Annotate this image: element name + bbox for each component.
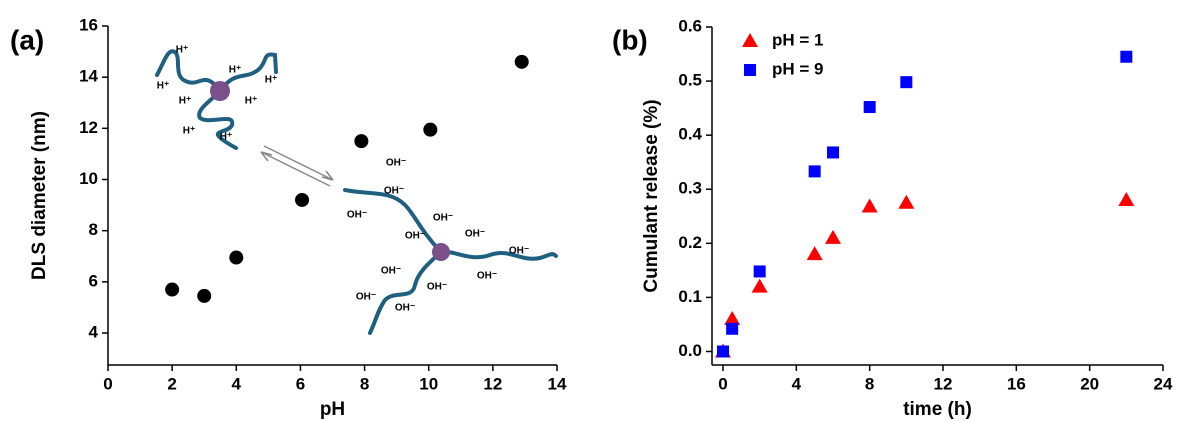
inset-label: OH⁻ (381, 266, 401, 277)
base-core (432, 243, 450, 261)
data-point (751, 278, 768, 293)
data-point (724, 311, 741, 326)
x-tick-label: 2 (167, 374, 176, 393)
legend-marker (744, 64, 756, 76)
y-tick-label: 0.4 (678, 125, 702, 144)
data-point (900, 76, 913, 89)
inset-label: OH⁻ (405, 231, 425, 242)
data-point (423, 122, 438, 137)
x-tick-label: 20 (1080, 374, 1099, 393)
x-axis-label: time (h) (903, 399, 972, 420)
inset-label: H⁺ (220, 132, 233, 143)
x-tick-label: 8 (360, 374, 369, 393)
data-point (827, 146, 839, 159)
y-tick-label: 0.6 (678, 16, 702, 35)
y-tick-label: 14 (79, 67, 98, 86)
inset-label: H⁺ (183, 126, 196, 137)
data-point (1118, 192, 1135, 207)
y-tick-label: 0.0 (678, 341, 702, 360)
data-point (717, 345, 729, 358)
inset-label: OH⁻ (384, 186, 404, 197)
inset-label: OH⁻ (356, 292, 376, 303)
arrow (263, 145, 334, 181)
inset-label: OH⁻ (509, 246, 529, 257)
data-point (354, 134, 369, 149)
x-tick-label: 16 (1007, 374, 1026, 393)
inset-label: H⁺ (157, 81, 170, 92)
acid-polymer (155, 49, 278, 150)
inset-label: H⁺ (265, 75, 278, 86)
legend-marker (742, 33, 758, 47)
data-point (863, 101, 876, 114)
y-tick-label: 4 (89, 323, 99, 342)
y-tick-label: 0.3 (678, 179, 702, 198)
data-point (197, 288, 212, 303)
inset-label: H⁺ (179, 96, 192, 107)
inset-label: OH⁻ (347, 210, 367, 221)
acid-core (210, 81, 230, 101)
data-point (861, 198, 878, 213)
x-tick-label: 0 (103, 374, 112, 393)
data-point (1120, 50, 1133, 63)
x-tick-label: 12 (934, 374, 953, 393)
data-point (165, 282, 180, 297)
y-tick-label: 16 (79, 15, 98, 34)
inset-label: H⁺ (229, 65, 242, 76)
y-axis-label: DLS diameter (nm) (29, 111, 50, 280)
inset-label: OH⁻ (395, 303, 415, 314)
inset-label: OH⁻ (427, 282, 447, 293)
x-tick-label: 10 (419, 374, 438, 393)
inset-label: OH⁻ (465, 229, 485, 240)
inset-label: H⁺ (245, 96, 258, 107)
y-tick-label: 0.2 (678, 233, 702, 252)
legend-label: pH = 9 (772, 59, 824, 78)
inset-label: OH⁻ (386, 158, 406, 169)
x-tick-label: 14 (548, 374, 567, 393)
data-point (514, 54, 529, 69)
x-tick-label: 8 (865, 374, 874, 393)
y-axis-label: Cumulant release (%) (641, 99, 662, 292)
data-point (229, 250, 244, 265)
legend-label: pH = 1 (772, 30, 824, 49)
y-tick-label: 0.5 (678, 71, 702, 90)
base-polymer (343, 188, 558, 335)
data-point (808, 165, 821, 178)
data-point (806, 246, 823, 261)
x-tick-label: 24 (1154, 374, 1173, 393)
x-tick-label: 0 (718, 374, 727, 393)
panel-label: (a) (10, 24, 44, 55)
x-tick-label: 6 (296, 374, 305, 393)
data-point (726, 322, 739, 335)
inset-label: OH⁻ (433, 213, 453, 224)
data-point (898, 194, 915, 209)
x-tick-label: 12 (483, 374, 502, 393)
data-point (295, 192, 310, 207)
y-tick-label: 12 (79, 118, 98, 137)
equilibrium-arrows (260, 145, 334, 187)
y-tick-label: 0.1 (678, 287, 702, 306)
y-tick-label: 10 (79, 169, 98, 188)
inset-label: OH⁻ (477, 271, 497, 282)
y-tick-label: 6 (89, 271, 98, 290)
panel-label: (b) (612, 24, 648, 55)
x-axis-label: pH (320, 399, 345, 420)
arrow (260, 151, 331, 187)
illustration (155, 49, 558, 335)
x-tick-label: 4 (232, 374, 242, 393)
x-tick-label: 4 (792, 374, 802, 393)
data-point (825, 229, 841, 244)
data-point (753, 265, 766, 278)
inset-label: H⁺ (176, 45, 189, 56)
y-tick-label: 8 (89, 220, 98, 239)
